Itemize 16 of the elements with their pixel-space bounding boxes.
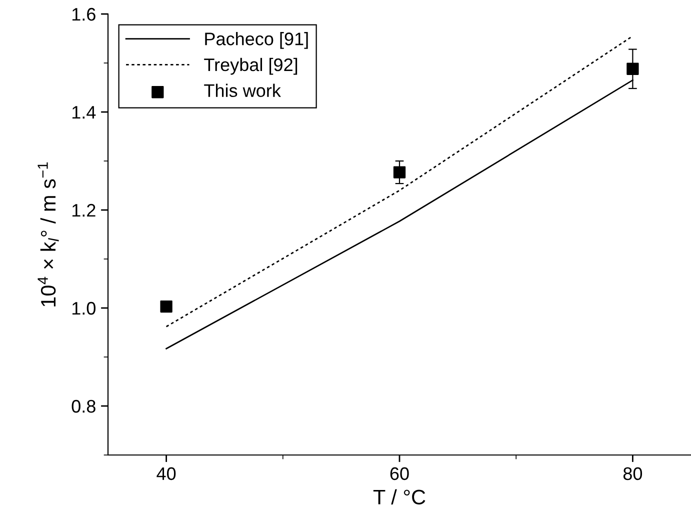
point <box>626 62 639 75</box>
point <box>393 166 406 178</box>
x-tick-label: 60 <box>390 467 409 480</box>
y-tick-label: 1.6 <box>72 8 96 21</box>
y-axis-title: 10$^{4}$ × k$_{l}$° / m s$^{−1}$ <box>38 162 59 306</box>
legend-label: Pacheco [91] <box>205 32 308 49</box>
y-tick-label: 0.8 <box>72 400 96 413</box>
x-axis-title: T / °C <box>373 489 426 504</box>
y-tick-label: 1.0 <box>72 302 96 315</box>
point <box>160 300 172 313</box>
legend-label: This work <box>204 84 281 98</box>
y-tick-label: 1.2 <box>72 204 96 217</box>
x-tick-label: 40 <box>156 467 176 480</box>
legend-label: Treybal [92] <box>204 58 298 75</box>
y-tick-label: 1.4 <box>72 106 96 119</box>
x-tick-label: 80 <box>623 467 642 480</box>
